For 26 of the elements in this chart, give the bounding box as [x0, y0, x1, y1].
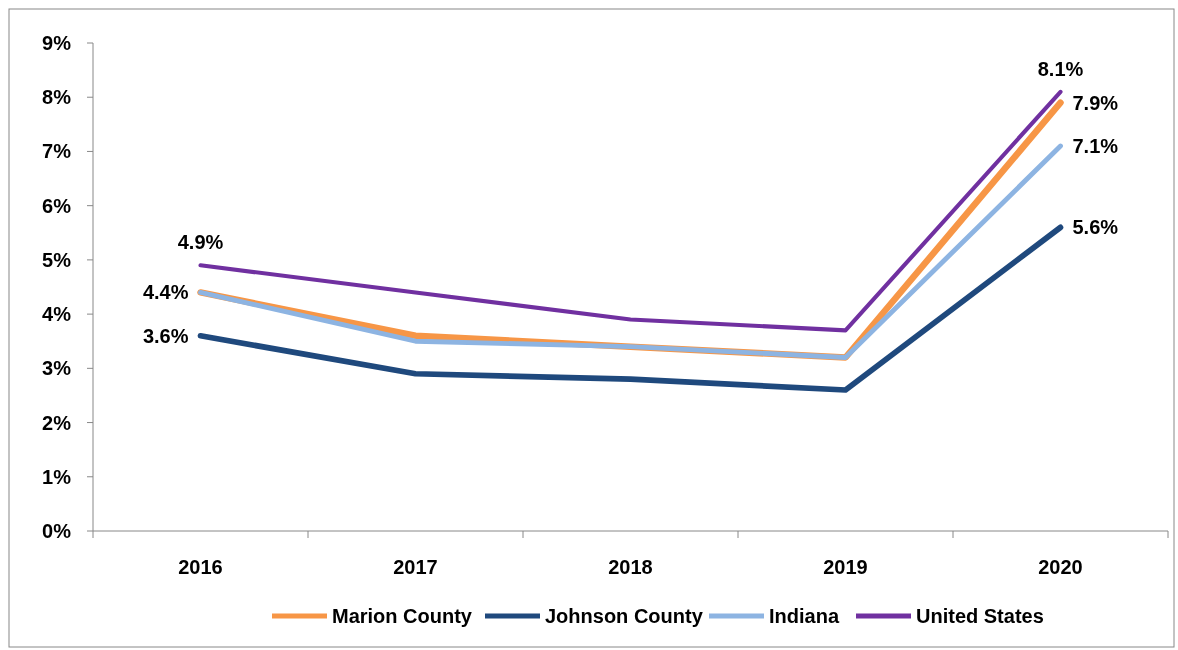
y-tick-label: 6% [42, 194, 72, 217]
data-label: 8.1% [1037, 57, 1084, 80]
x-tick-label: 2016 [178, 556, 223, 578]
data-label: 4.4% [142, 281, 189, 304]
y-tick-label: 5% [42, 248, 72, 271]
data-label: 5.6% [1072, 216, 1119, 239]
y-tick-label: 0% [42, 520, 72, 542]
legend-label: Indiana [769, 605, 840, 627]
y-tick-label: 2% [42, 411, 72, 434]
y-tick-label: 7% [42, 140, 72, 163]
y-tick-label: 9% [42, 32, 72, 54]
x-tick-label: 2017 [393, 556, 438, 578]
x-tick-label: 2018 [608, 556, 653, 578]
y-tick-label: 8% [42, 86, 72, 109]
data-label: 7.9% [1072, 91, 1119, 114]
data-label: 3.6% [142, 324, 189, 347]
x-tick-label: 2019 [823, 556, 868, 578]
legend-label: Johnson County [545, 605, 704, 627]
data-label: 4.9% [177, 231, 224, 254]
y-tick-label: 3% [42, 357, 72, 380]
y-tick-label: 4% [42, 303, 72, 326]
legend-label: Marion County [332, 605, 473, 627]
data-label: 7.1% [1072, 135, 1119, 158]
y-tick-label: 1% [42, 465, 72, 488]
legend-label: United States [916, 605, 1044, 627]
x-tick-label: 2020 [1038, 556, 1083, 578]
